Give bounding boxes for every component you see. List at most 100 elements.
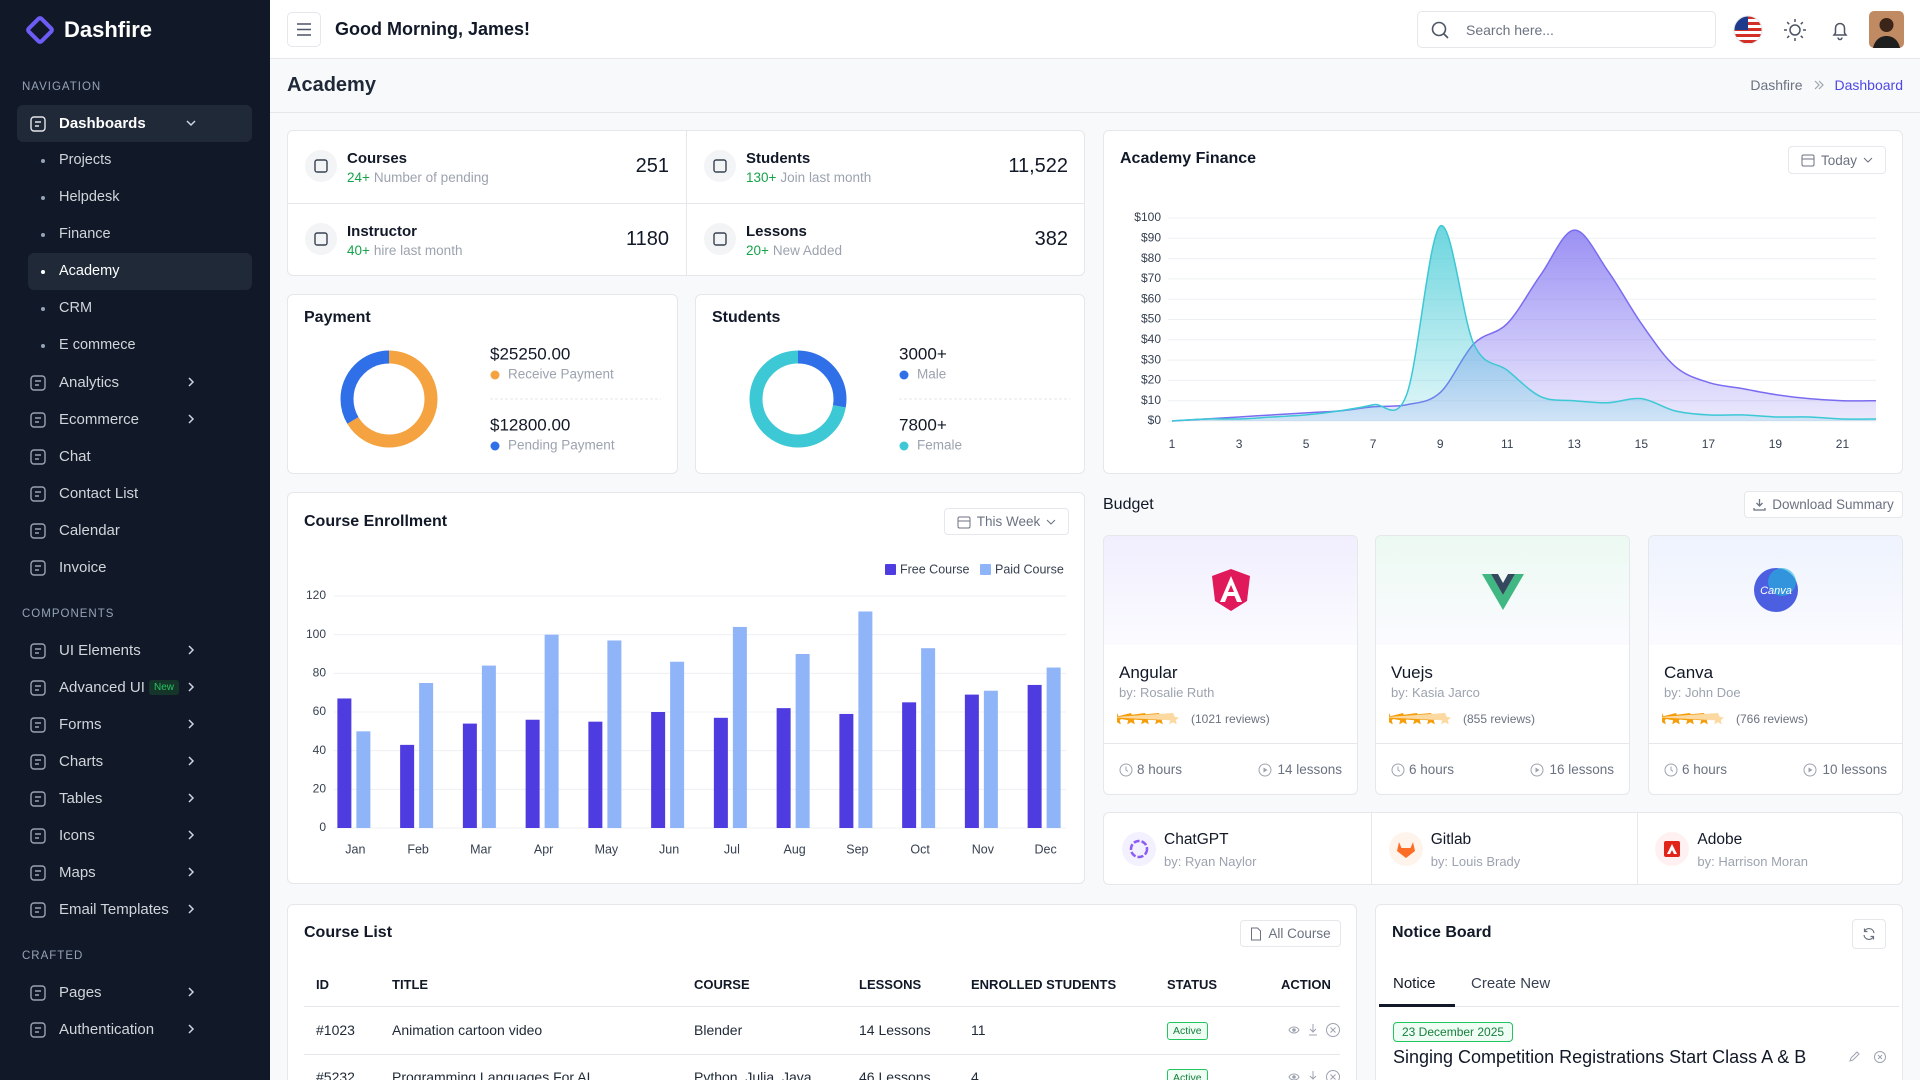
icon [30,680,46,696]
course-hours: 8 hours [1137,762,1183,777]
divider [1637,813,1639,884]
logo-shape [1768,568,1796,596]
column-header: ACTION [1281,977,1331,992]
course-author: by: Kasia Jarco [1391,685,1480,700]
icon-shape [1125,766,1129,772]
nav-subitem[interactable]: Academy [28,253,252,290]
stats-card: Courses 24+ Number of pending 251 Students 13… [287,130,1085,276]
course-card[interactable]: Vuejs by: Kasia Jarco (855 reviews) 6 hours… [1375,535,1630,795]
course-card[interactable]: Angular by: Rosalie Ruth (1021 reviews) 8 h… [1103,535,1358,795]
course-card[interactable]: Canva Canva by: John Doe (766 reviews) 6 hou… [1648,535,1903,795]
nav-item[interactable]: Pages [17,974,252,1011]
download-icon [1309,1024,1317,1036]
stat-delta: 20+ [746,243,769,258]
icon-shape [30,680,46,696]
notice-actions[interactable] [1848,1049,1888,1065]
logo-shape [1491,574,1515,595]
all-course-button[interactable]: All Course [1240,920,1341,947]
nav-label: Analytics [59,374,120,391]
stat-icon [704,223,736,255]
user-avatar[interactable] [1869,11,1904,48]
nav-item[interactable]: Forms [17,706,252,743]
breadcrumb-link[interactable]: Dashfire [1750,77,1803,93]
table-cell: #1023 [316,1022,355,1038]
chevron [188,830,195,840]
row-actions[interactable] [1288,1068,1348,1080]
icon-shape [30,754,46,770]
nav-item[interactable]: Icons [17,817,252,854]
theme-toggle[interactable] [1779,14,1811,46]
icon [30,116,46,132]
rating-stars [1389,713,1451,725]
chevron [188,793,195,803]
chevron [188,682,195,692]
nav-item[interactable]: Analytics [17,364,252,401]
file-icon [1251,927,1262,940]
course-logo [1482,574,1524,610]
delete-icon [1326,1023,1340,1037]
nav-label: UI Elements [59,642,141,659]
icon [30,523,46,539]
nav-subitem[interactable]: CRM [17,290,252,327]
nav-item[interactable]: Maps [17,854,252,891]
tool-name[interactable]: Gitlab [1430,831,1472,848]
nav-label: Tables [59,790,103,807]
table-cell: Programming Languages For AI [392,1069,591,1080]
nav-section-title: COMPONENTS [22,608,115,620]
calendar-icon [957,516,971,528]
nav-subitem[interactable]: E commece [17,327,252,364]
icon-shape [35,648,41,654]
chevron-shape [188,830,195,840]
chevron [188,867,195,877]
nav-item[interactable]: Email Templates [17,891,252,928]
refresh-button[interactable] [1852,919,1886,949]
row-actions[interactable] [1288,1021,1348,1039]
icon-shape [1530,763,1544,776]
column-header: TITLE [392,977,429,992]
nav-label: Maps [59,864,96,881]
course-author: by: Rosalie Ruth [1119,685,1215,700]
column-header: LESSONS [859,977,922,992]
nav-item[interactable]: Chat [17,438,252,475]
icon [30,791,46,807]
chevron-shape [188,719,195,729]
nav-item[interactable]: Contact List [17,475,252,512]
tab[interactable]: Notice [1393,975,1436,992]
icon-shape [30,449,46,465]
icon-shape [35,565,41,571]
language-flag[interactable] [1732,14,1764,46]
nav-item[interactable]: Tables [17,780,252,817]
icon-shape [30,523,46,539]
nav-item[interactable]: Authentication [17,1011,252,1048]
range-dropdown[interactable]: This Week [944,508,1069,535]
nav-item[interactable]: Charts [17,743,252,780]
range-dropdown[interactable]: Today [1788,146,1886,174]
nav-subitem[interactable]: Finance [17,216,252,253]
chevron [186,120,196,127]
icon-bg [305,223,337,255]
tool-name[interactable]: ChatGPT [1164,831,1229,848]
course-hours: 6 hours [1682,762,1728,777]
icon [30,412,46,428]
breadcrumb: Dashfire Dashboard [1750,77,1903,93]
icon [30,717,46,733]
tab[interactable]: Create New [1471,975,1551,992]
nav-item[interactable]: Ecommerce [17,401,252,438]
download-button[interactable]: Download Summary [1744,491,1903,518]
icon [30,985,46,1001]
tool-name[interactable]: Adobe [1697,831,1743,848]
logo-shape [1482,574,1524,610]
nav-item[interactable]: Invoice [17,549,252,586]
nav-item[interactable]: UI Elements [17,632,252,669]
search-box[interactable]: Search here... [1417,11,1716,48]
nav-subitem[interactable]: Projects [17,142,252,179]
nav-item[interactable]: Calendar [17,512,252,549]
nav-subitem[interactable]: Helpdesk [17,179,252,216]
menu-toggle[interactable] [287,12,321,47]
icon-shape [314,232,328,246]
nav-label: Charts [59,753,104,770]
icon-shape [30,486,46,502]
nav-item[interactable]: Advanced UI New [17,669,252,706]
nav-item[interactable]: Dashboards [17,105,252,142]
notifications[interactable] [1824,14,1856,46]
